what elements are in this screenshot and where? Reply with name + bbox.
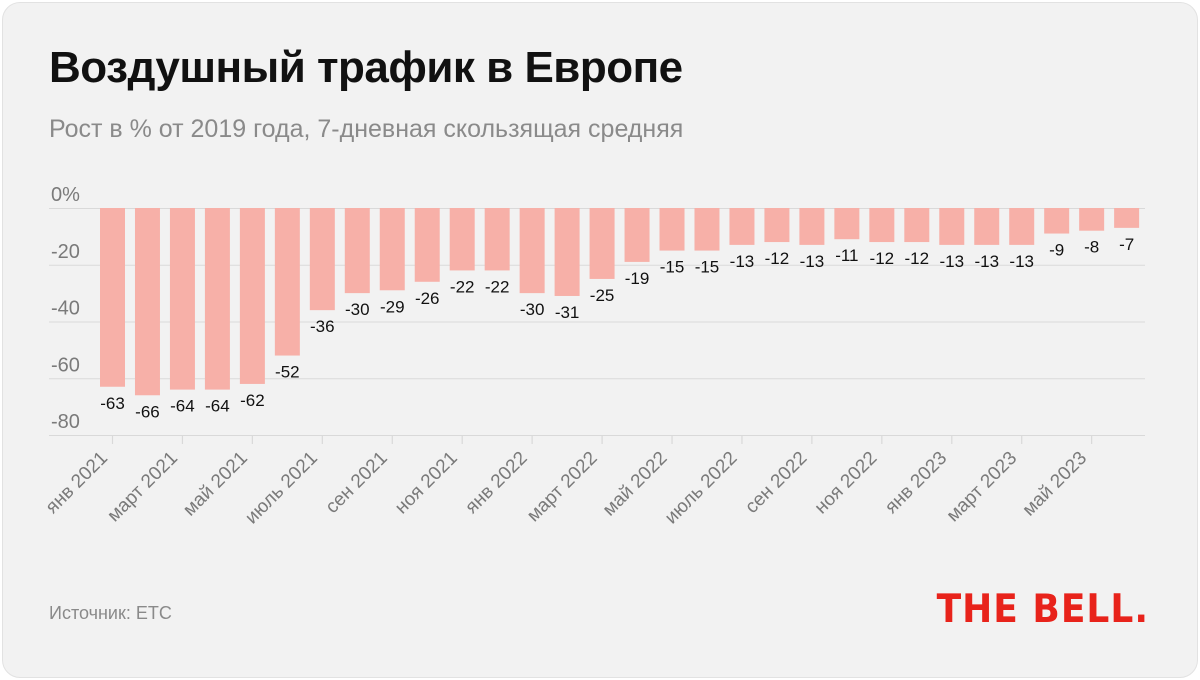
data-label: -66 [135,402,160,421]
data-label: -12 [765,249,790,268]
bar-chart: 0% -20 -40 -60 -80 -63 -66 -64 -64 -62 -52 -36 -30 -2… [42,184,1145,529]
bar [100,208,125,387]
bar [729,208,755,245]
bar [1009,208,1035,245]
x-tick-label: сен 2022 [741,448,811,518]
x-tick-label: сен 2021 [322,448,392,518]
x-tick-label: май 2023 [1019,448,1092,521]
bar [449,208,475,271]
data-label: -29 [380,297,405,316]
data-label: -30 [520,300,545,319]
bar [869,208,895,243]
bar [1114,208,1140,228]
bar [694,208,720,251]
brand-logo: THE BELL. [936,587,1149,632]
y-tick-label: -20 [51,241,80,263]
bar [974,208,1000,245]
data-label: -12 [870,249,895,268]
data-label: -36 [310,317,335,336]
bar [169,208,195,390]
x-tick-label: май 2021 [179,448,252,521]
x-tick-label: март 2022 [523,448,602,527]
bar [309,208,335,311]
data-label: -15 [695,258,720,277]
data-label: -12 [905,249,930,268]
data-label: -64 [205,397,230,416]
x-tick-label: янв 2022 [461,448,531,518]
data-label: -13 [974,252,999,271]
data-label: -7 [1119,235,1134,254]
bar [764,208,790,243]
x-tick-label: янв 2021 [42,448,112,518]
bar [274,208,300,356]
y-tick-label: 0% [51,184,80,206]
data-label: -13 [1009,252,1034,271]
data-label: -11 [835,246,858,265]
data-label: -8 [1084,238,1099,257]
bar [344,208,370,294]
x-tick-label: июль 2022 [661,448,742,529]
bar [659,208,685,251]
bar [1044,208,1070,234]
x-tick-label: май 2022 [599,448,672,521]
bar [624,208,650,262]
data-label: -22 [485,277,510,296]
data-label: -19 [625,269,650,288]
bar [519,208,545,294]
data-label: -30 [345,300,370,319]
bar [134,208,160,396]
y-tick-label: -40 [51,298,80,320]
x-tick-label: ноя 2022 [811,448,882,519]
bar [204,208,230,390]
bar [939,208,965,245]
bar [239,208,265,384]
y-tick-label: -60 [51,354,80,376]
bar [904,208,930,243]
x-tick-label: март 2021 [103,448,182,527]
x-tick-label: янв 2023 [881,448,951,518]
data-label: -26 [415,289,440,308]
y-tick-label: -80 [51,411,80,433]
bar [379,208,405,291]
chart-title: Воздушный трафик в Европе [49,43,683,92]
data-label: -64 [170,397,195,416]
data-label: -31 [555,303,580,322]
bar [554,208,580,296]
data-label: -9 [1049,241,1064,260]
x-tick-label: июль 2021 [241,448,322,529]
data-label: -13 [939,252,964,271]
data-label: -62 [240,391,265,410]
data-label: -22 [450,277,475,296]
bar [414,208,440,282]
bar [589,208,615,279]
bar [799,208,825,245]
x-tick-label: март 2023 [943,448,1022,527]
data-label: -15 [660,258,685,277]
source-note: Источник: ETC [49,603,172,623]
data-label: -13 [730,252,755,271]
data-label: -52 [275,363,300,382]
data-label: -63 [100,394,125,413]
data-label: -25 [590,286,615,305]
bar [1079,208,1105,231]
chart-subtitle: Рост в % от 2019 года, 7-дневная скользя… [49,115,684,143]
bar [484,208,510,271]
data-label: -13 [800,252,825,271]
bar [834,208,860,240]
x-tick-label: ноя 2021 [391,448,462,519]
